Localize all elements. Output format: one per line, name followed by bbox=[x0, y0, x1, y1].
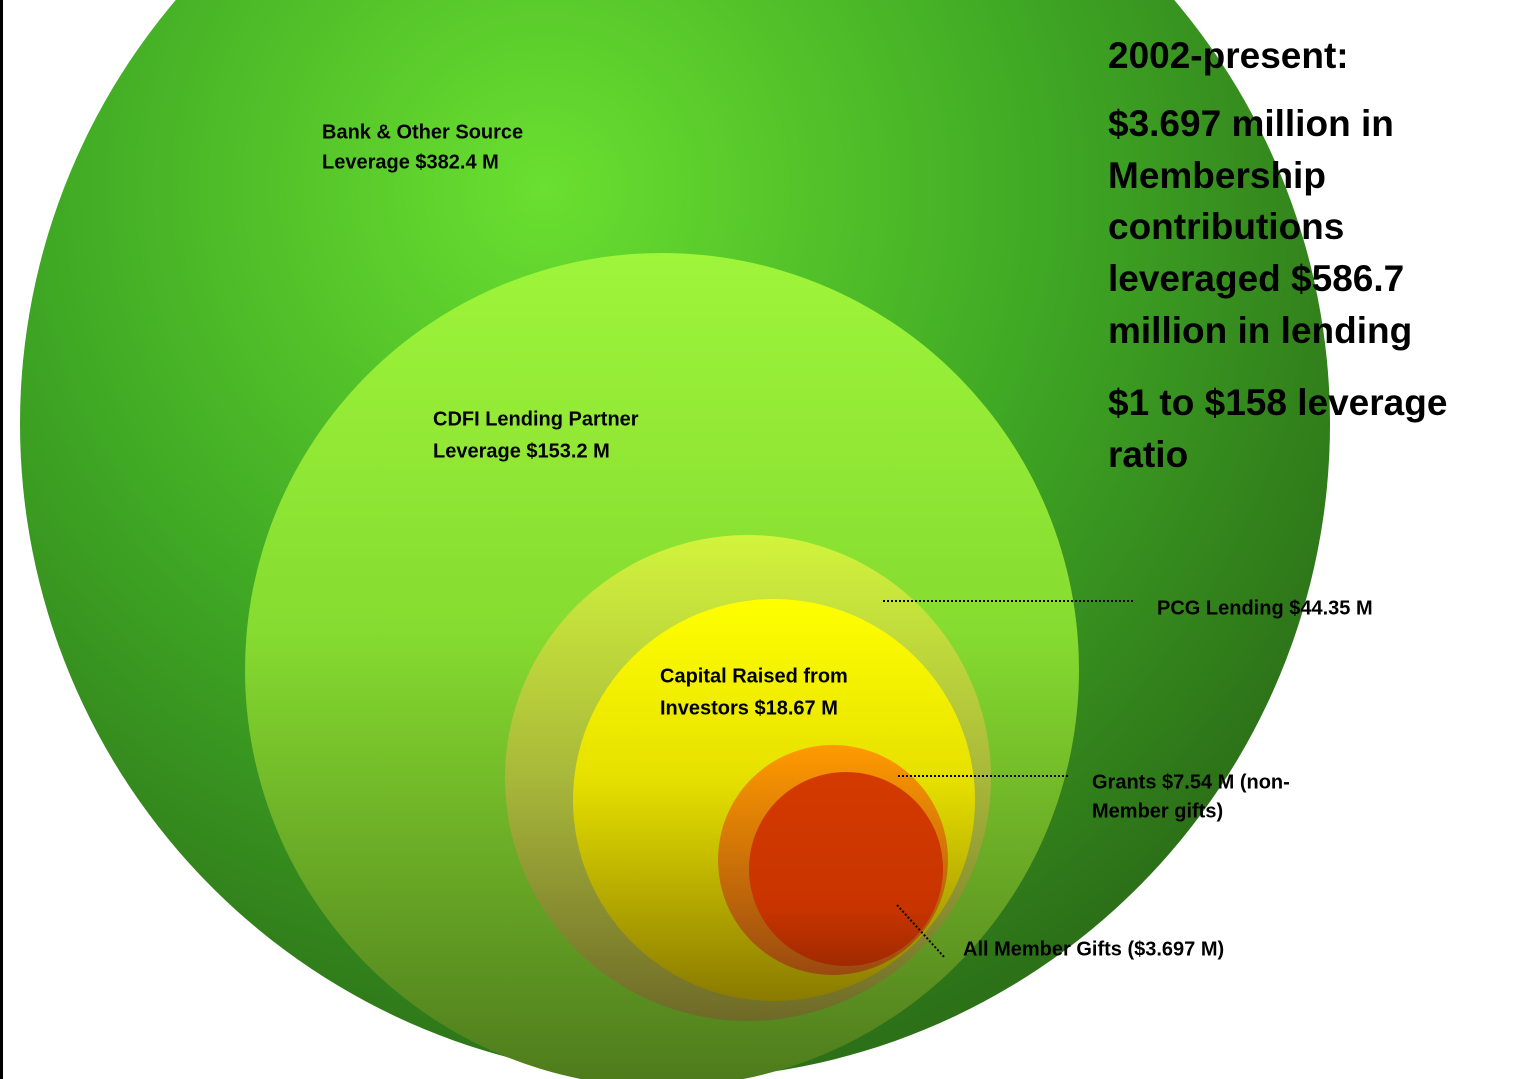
circle-label: Investors $18.67 M bbox=[660, 697, 838, 719]
summary-heading: 2002-present: bbox=[1108, 35, 1349, 76]
circle-label: Leverage $153.2 M bbox=[433, 440, 610, 462]
summary-line: contributions bbox=[1108, 206, 1344, 247]
circle-label: Capital Raised from bbox=[660, 665, 848, 687]
circle-label: Grants $7.54 M (non- bbox=[1092, 771, 1290, 793]
left-border bbox=[0, 0, 3, 1079]
circle-member bbox=[749, 772, 943, 966]
circle-label: Member gifts) bbox=[1092, 800, 1223, 822]
summary-line: million in lending bbox=[1108, 310, 1412, 351]
summary-line: ratio bbox=[1108, 434, 1188, 475]
summary-line: $1 to $158 leverage bbox=[1108, 382, 1447, 423]
circle-label: Leverage $382.4 M bbox=[322, 151, 499, 173]
summary-line: Membership bbox=[1108, 155, 1326, 196]
circle-label: Bank & Other Source bbox=[322, 121, 523, 143]
circle-label: PCG Lending $44.35 M bbox=[1157, 597, 1373, 619]
circle-label: All Member Gifts ($3.697 M) bbox=[963, 938, 1224, 960]
summary-line: leveraged $586.7 bbox=[1108, 258, 1404, 299]
summary-line: $3.697 million in bbox=[1108, 103, 1394, 144]
circle-label: CDFI Lending Partner bbox=[433, 408, 639, 430]
